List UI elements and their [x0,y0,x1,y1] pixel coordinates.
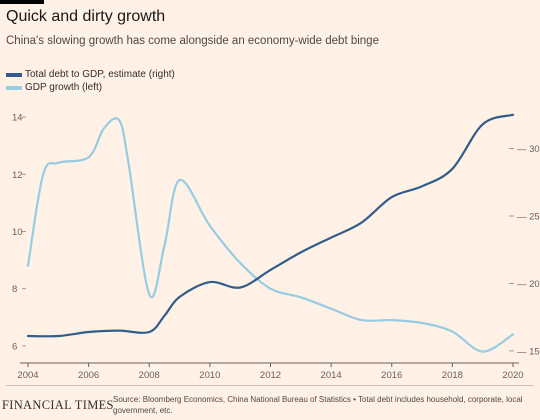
ft-logo: FINANCIAL TIMES [2,398,114,412]
legend-label-gdp: GDP growth (left) [25,82,103,93]
brand-bar [0,0,44,4]
y-left-tick-label: 12 [12,170,23,181]
y-left-tick-label: 10 [12,227,23,238]
y-right-tick-label: — 250 [517,211,540,222]
line-chart: 2004 2006 2008 2010 2012 2014 2016 2018 2020 6 8 10… [12,113,540,381]
chart-title: Quick and dirty growth [6,8,166,25]
y-left-tick-label: 6 [12,341,17,352]
y-left-tick-label: 8 [12,284,17,295]
footer-divider [6,385,534,386]
x-tick-label: 2020 [502,370,523,381]
x-tick-label: 2012 [260,370,281,381]
y-right-tick-label: — 300 [517,144,540,155]
legend-item-debt: Total debt to GDP, estimate (right) [6,68,175,81]
x-tick-label: 2008 [139,370,160,381]
y-right-tick-label: — 200 [517,279,540,290]
y-right-tick-label: — 150 [517,346,540,357]
y-left-tick-label: 14 [12,113,23,124]
legend-swatch-debt [6,72,22,77]
x-tick-label: 2010 [199,370,220,381]
source-note: Source: Bloomberg Economics, China Natio… [113,395,523,415]
x-tick-label: 2004 [17,370,38,381]
x-tick-label: 2018 [442,370,463,381]
x-tick-label: 2014 [321,370,342,381]
chart-subtitle: China's slowing growth has come alongsid… [6,35,379,47]
series-line-debt [26,113,515,338]
legend: Total debt to GDP, estimate (right) GDP … [6,68,175,94]
legend-item-gdp: GDP growth (left) [6,81,175,94]
x-tick-label: 2016 [381,370,402,381]
x-tick-label: 2006 [78,370,99,381]
legend-swatch-gdp [6,85,22,90]
legend-label-debt: Total debt to GDP, estimate (right) [25,69,175,80]
series-line-gdp [26,117,515,353]
